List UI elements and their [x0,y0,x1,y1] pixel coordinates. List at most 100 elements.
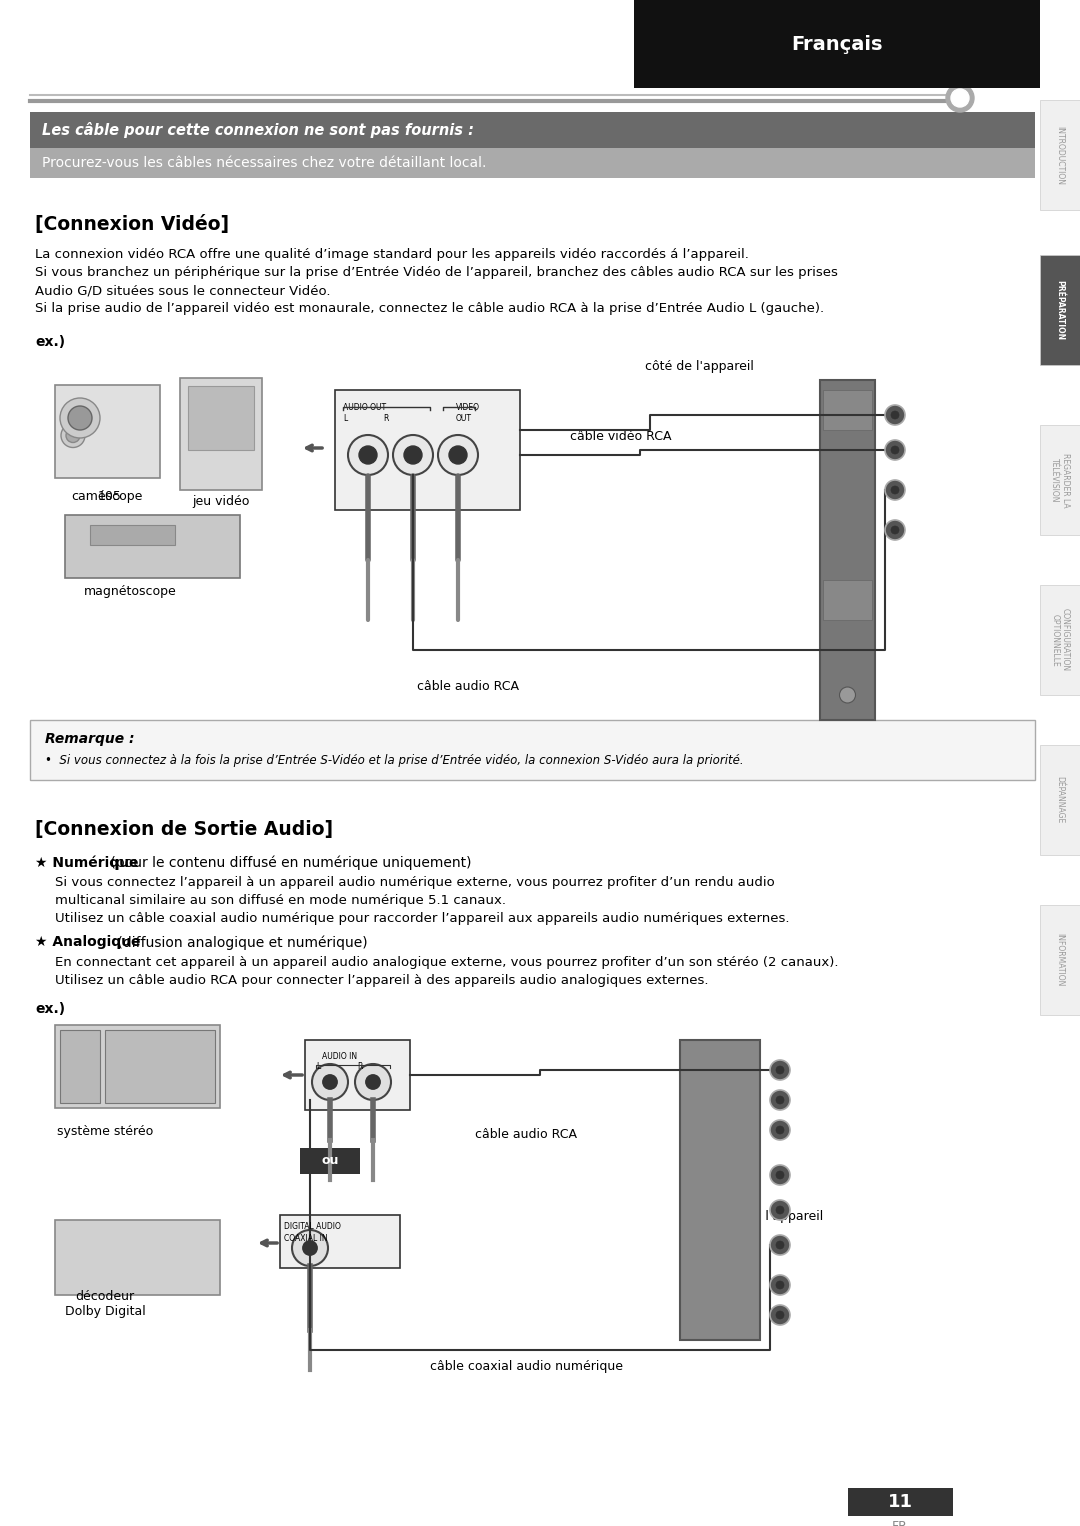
Text: L: L [316,1062,321,1071]
Text: Dolby Digital: Dolby Digital [65,1305,146,1318]
Bar [634,0,1040,89]
Bar [820,380,875,720]
Circle shape [777,1311,784,1318]
Circle shape [68,406,92,430]
Text: système stéréo: système stéréo [57,1125,153,1138]
Circle shape [355,1064,391,1100]
Circle shape [302,1241,318,1256]
Circle shape [891,526,899,534]
Text: 11: 11 [888,1492,913,1511]
Text: multicanal similaire au son diffusé en mode numérique 5.1 canaux.: multicanal similaire au son diffusé en m… [55,894,507,906]
Text: COAXIAL IN: COAXIAL IN [284,1235,327,1244]
Text: En connectant cet appareil à un appareil audio analogique externe, vous pourrez : En connectant cet appareil à un appareil… [55,955,838,969]
Text: INTRODUCTION: INTRODUCTION [1055,125,1065,185]
Circle shape [770,1305,789,1325]
Text: REGARDER LA
TÉLÉVISION: REGARDER LA TÉLÉVISION [1050,453,1069,507]
Text: DÉPANNAGE: DÉPANNAGE [1055,777,1065,824]
Circle shape [891,446,899,455]
Text: ou: ou [322,1155,339,1167]
Circle shape [839,687,855,703]
Circle shape [359,446,377,464]
Text: PRÉPARATION: PRÉPARATION [1055,279,1065,340]
Circle shape [885,481,905,501]
Bar [60,398,156,473]
Bar [300,1148,360,1173]
Circle shape [449,446,467,464]
Bar [305,1041,410,1109]
Text: câble vidéo RCA: câble vidéo RCA [570,430,672,443]
Circle shape [770,1235,789,1254]
Circle shape [777,1280,784,1289]
Circle shape [777,1241,784,1248]
Bar [105,1030,215,1103]
Text: INFORMATION: INFORMATION [1055,934,1065,987]
Text: (diffusion analogique et numérique): (diffusion analogique et numérique) [113,935,367,949]
Text: ★ Analogique: ★ Analogique [35,935,140,949]
Circle shape [60,424,85,447]
Text: La connexion vidéo RCA offre une qualité d’image standard pour les appareils vid: La connexion vidéo RCA offre une qualité… [35,249,748,261]
Bar [823,580,872,620]
Text: Audio G/D situées sous le connecteur Vidéo.: Audio G/D situées sous le connecteur Vid… [35,284,330,298]
Text: •  Si vous connectez à la fois la prise d’Entrée S-Vidéo et la prise d’Entrée vi: • Si vous connectez à la fois la prise d… [45,754,744,768]
Text: Utilisez un câble audio RCA pour connecter l’appareil à des appareils audio anal: Utilisez un câble audio RCA pour connect… [55,974,708,987]
Circle shape [770,1164,789,1186]
Bar [335,391,519,510]
Text: câble audio RCA: câble audio RCA [417,681,519,693]
Circle shape [777,1096,784,1103]
Circle shape [885,520,905,540]
Text: décodeur: décodeur [76,1289,135,1303]
Text: Français: Français [792,35,882,53]
Text: Les câble pour cette connexion ne sont pas fournis :: Les câble pour cette connexion ne sont p… [42,122,474,137]
Text: [Connexion de Sortie Audio]: [Connexion de Sortie Audio] [35,819,333,839]
Bar [1040,745,1080,855]
Circle shape [946,84,974,111]
Text: Si la prise audio de l’appareil vidéo est monaurale, connectez le câble audio RC: Si la prise audio de l’appareil vidéo es… [35,302,824,314]
Bar [60,1030,100,1103]
Bar [55,385,160,478]
Text: Si vous connectez l’appareil à un appareil audio numérique externe, vous pourrez: Si vous connectez l’appareil à un appare… [55,876,774,890]
Circle shape [66,429,80,443]
Text: OUT: OUT [456,414,472,423]
Circle shape [885,404,905,426]
Circle shape [438,435,478,475]
Bar [55,1219,220,1296]
Text: R: R [383,414,389,423]
Bar [1040,584,1080,694]
Text: ex.): ex.) [35,336,65,349]
Bar [30,720,1035,780]
Bar [188,386,254,450]
Bar [180,378,262,490]
Bar [848,1488,953,1515]
Circle shape [770,1276,789,1296]
Text: jeu vidéo: jeu vidéo [192,494,249,508]
Text: 105: 105 [98,490,122,504]
Bar [680,1041,760,1340]
Text: câble audio RCA: câble audio RCA [475,1128,577,1141]
Text: ★ Numérique: ★ Numérique [35,855,138,870]
Circle shape [777,1126,784,1134]
Circle shape [777,1067,784,1074]
Text: FR: FR [892,1520,908,1526]
Text: (pour le contenu diffusé en numérique uniquement): (pour le contenu diffusé en numérique un… [107,855,472,870]
Text: R: R [357,1062,363,1071]
Text: L: L [343,414,348,423]
Text: CONFIGURATION
OPTIONNELLE: CONFIGURATION OPTIONNELLE [1050,609,1069,671]
Circle shape [770,1061,789,1080]
Circle shape [366,1074,380,1090]
Bar [30,148,1035,179]
Text: côté de l'appareil: côté de l'appareil [645,360,754,372]
Bar [65,514,240,578]
Circle shape [348,435,388,475]
Text: DIGITAL AUDIO: DIGITAL AUDIO [284,1222,341,1231]
Circle shape [891,410,899,420]
Text: [Connexion Vidéo]: [Connexion Vidéo] [35,215,229,233]
Text: arrière de l'appareil: arrière de l'appareil [700,1210,823,1222]
Circle shape [404,446,422,464]
Text: AUDIO IN: AUDIO IN [322,1051,357,1061]
Circle shape [292,1230,328,1267]
Text: Utilisez un câble coaxial audio numérique pour raccorder l’appareil aux appareil: Utilisez un câble coaxial audio numériqu… [55,913,789,925]
Text: caméscope: caméscope [71,490,143,504]
Circle shape [951,89,969,107]
Bar [1040,101,1080,211]
Text: VIDEO: VIDEO [456,403,480,412]
